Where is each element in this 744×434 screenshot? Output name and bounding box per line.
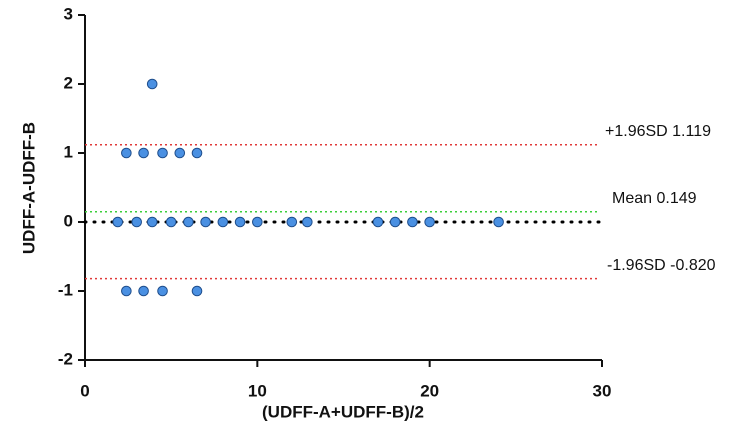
point [286, 216, 298, 228]
point [302, 216, 313, 228]
point [191, 147, 203, 159]
x-tick-label: 10 [248, 381, 267, 400]
y-tick-label: -2 [58, 349, 73, 368]
reference-label: +1.96SD 1.119 [605, 123, 711, 140]
point [146, 216, 158, 228]
point [138, 285, 149, 297]
x-tick-label: 20 [420, 381, 439, 400]
point [138, 147, 149, 159]
point [389, 216, 401, 228]
reference-label: Mean 0.149 [612, 190, 697, 207]
point [191, 285, 203, 297]
y-tick-label: 3 [64, 4, 73, 23]
point [112, 216, 124, 228]
point [174, 147, 186, 159]
reference-label: -1.96SD -0.820 [607, 257, 716, 274]
x-axis-label: (UDFF-A+UDFF-B)/2 [262, 402, 424, 421]
point [252, 216, 263, 228]
point [407, 216, 418, 228]
point [217, 216, 229, 228]
point [424, 216, 435, 228]
point [121, 285, 132, 297]
point [121, 147, 132, 159]
point [131, 216, 142, 228]
point [234, 216, 246, 228]
y-tick-label: -1 [58, 280, 73, 299]
point [165, 216, 177, 228]
point [157, 285, 168, 297]
point [157, 147, 168, 159]
point [493, 216, 504, 228]
point [372, 216, 384, 228]
point [183, 216, 194, 228]
x-tick-label: 0 [80, 381, 89, 400]
y-tick-label: 2 [64, 73, 73, 92]
y-tick-label: 1 [64, 142, 73, 161]
x-tick-label: 30 [593, 381, 612, 400]
point [200, 216, 211, 228]
y-axis-label: UDFF-A-UDFF-B [19, 122, 38, 254]
point [146, 78, 158, 90]
y-tick-label: 0 [64, 211, 73, 230]
